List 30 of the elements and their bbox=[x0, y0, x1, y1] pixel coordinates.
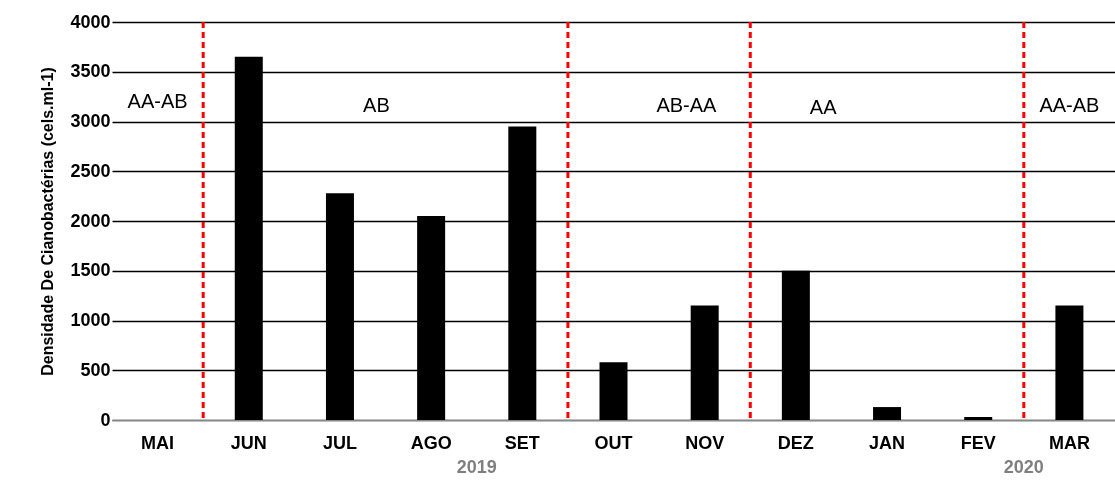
text: 2020 bbox=[1003, 457, 1044, 477]
y-tick-label: 2500 bbox=[70, 160, 111, 181]
x-tick-label: JAN bbox=[869, 432, 906, 453]
y-axis-title: Densidade De Cianobactérias (cels.ml-1) bbox=[39, 67, 57, 376]
x-tick-label: MAI bbox=[141, 432, 175, 453]
bar bbox=[964, 417, 993, 420]
annotation: AB-AA bbox=[656, 94, 718, 116]
x-tick-label: MAR bbox=[1048, 432, 1090, 453]
y-tick-label: 4000 bbox=[70, 11, 111, 32]
y-tick-label: 3000 bbox=[70, 111, 111, 131]
y-tick-label: 1000 bbox=[70, 310, 111, 330]
y-tick-label: 500 bbox=[80, 359, 111, 380]
x-tick-label: SET bbox=[504, 432, 540, 453]
x-tick-label: FEV bbox=[960, 432, 996, 453]
y-tick-label: 1500 bbox=[70, 260, 111, 281]
y-tick-label: 2000 bbox=[70, 210, 111, 231]
annotation: AA bbox=[809, 96, 838, 118]
y-tick-label: 0 bbox=[100, 409, 111, 430]
y-tick-label: 3500 bbox=[70, 61, 111, 82]
x-tick-label: NOV bbox=[685, 432, 725, 453]
x-tick-label: JUL bbox=[322, 432, 357, 453]
x-tick-label: AGO bbox=[410, 432, 452, 453]
annotation: AA-AB bbox=[127, 90, 188, 112]
x-tick-label: DEZ bbox=[777, 432, 814, 453]
x-tick-label: JUN bbox=[230, 432, 267, 453]
text: 2019 bbox=[456, 457, 497, 477]
annotation: AB bbox=[363, 94, 390, 116]
bar bbox=[873, 407, 902, 420]
x-tick-label: OUT bbox=[594, 432, 633, 453]
annotation: AA-AB bbox=[1039, 94, 1100, 116]
